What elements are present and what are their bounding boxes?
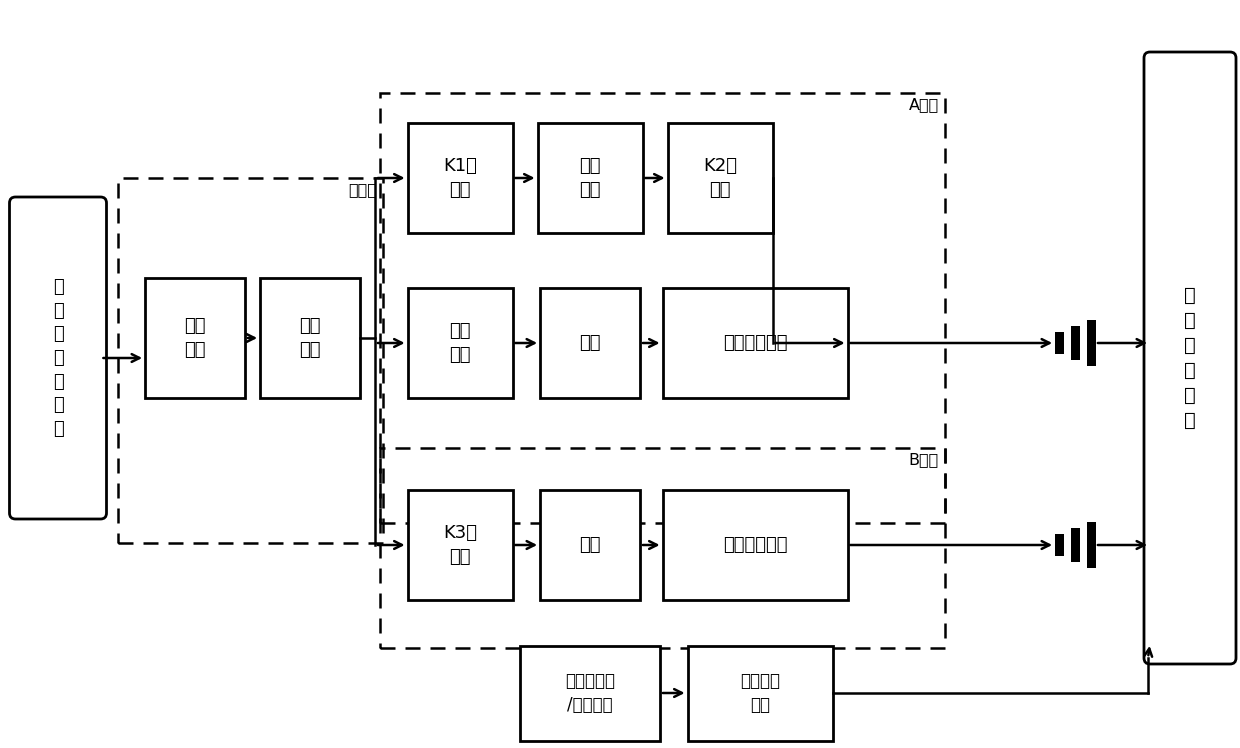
Bar [408,490,512,600]
Text: K2倍
放大: K2倍 放大 [703,157,737,199]
Bar [539,490,640,600]
FancyBboxPatch shape [1145,52,1236,664]
Bar [520,646,660,741]
Bar [408,288,512,398]
Bar [1070,326,1080,360]
Bar [1086,522,1095,568]
Bar [1054,534,1064,556]
Text: 信
号
频
率
计
算: 信 号 频 率 计 算 [1184,286,1195,430]
Bar [379,93,945,523]
Text: 限幅: 限幅 [579,536,600,554]
Text: 限幅: 限幅 [579,334,600,352]
Text: B通道: B通道 [909,452,939,467]
Text: K3倍
放大: K3倍 放大 [443,524,477,565]
Bar [1086,320,1095,366]
Text: 采
样
线
电
压
信
号: 采 样 线 电 压 信 号 [52,278,63,438]
Text: 低通
滤波: 低通 滤波 [579,157,600,199]
Bar [408,123,512,233]
Bar [687,646,832,741]
Text: 并网信号
检测: 并网信号 检测 [740,672,780,714]
Text: 第二方波转换: 第二方波转换 [723,536,787,554]
Bar [379,448,945,648]
Bar [662,288,847,398]
Bar [537,123,642,233]
Text: K1倍
放大: K1倍 放大 [443,157,477,199]
Text: 第一方波转换: 第一方波转换 [723,334,787,352]
Bar [1070,528,1080,562]
Bar [667,123,773,233]
Bar [539,288,640,398]
Text: 电气
隔离: 电气 隔离 [185,317,206,359]
Text: 断路器分闸
/合闸检测: 断路器分闸 /合闸检测 [565,672,615,714]
Bar [662,490,847,600]
Bar [145,278,246,398]
FancyBboxPatch shape [10,197,107,519]
Bar [260,278,360,398]
Bar [1054,332,1064,354]
Bar [118,178,383,543]
Text: A通道: A通道 [909,97,939,112]
Text: 低通
滤波: 低通 滤波 [449,322,471,364]
Text: 低通
滤波: 低通 滤波 [299,317,321,359]
Text: 预处理: 预处理 [348,182,377,197]
